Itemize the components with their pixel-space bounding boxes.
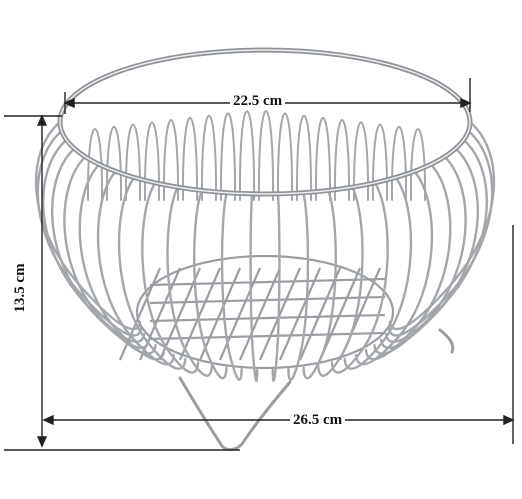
base-grid-wire: [149, 313, 386, 323]
base-grid-wire: [118, 267, 162, 361]
base-ring: [135, 254, 395, 370]
wire-arch: [352, 121, 370, 201]
base-grid-wire: [149, 277, 386, 287]
base-grid-wire: [149, 295, 386, 305]
wire-rib: [387, 129, 494, 337]
base-grid-wire: [258, 267, 302, 361]
top-diameter-label: 22.5 cm: [230, 92, 286, 110]
base-grid-wire: [178, 267, 222, 361]
wire-arch: [257, 110, 275, 201]
wire-arch: [181, 116, 199, 201]
basket-top-rim-highlight: [59, 49, 471, 195]
basket-top-rim: [57, 47, 473, 197]
wire-arch: [333, 119, 351, 201]
wire-rib: [63, 155, 157, 355]
wire-rib: [287, 191, 310, 381]
wire-rib: [373, 155, 467, 355]
wire-arch: [238, 110, 256, 201]
wire-rib: [302, 189, 337, 380]
wire-rib: [249, 192, 259, 382]
wire-rib: [343, 176, 413, 370]
height-label: 13.5 cm: [11, 260, 29, 316]
basket-stand-legs: [178, 328, 455, 452]
base-grid-wire: [149, 331, 386, 341]
wire-rib: [364, 163, 452, 361]
wire-rib: [117, 176, 187, 370]
base-grid-wire: [298, 267, 342, 361]
wire-rib: [34, 120, 142, 331]
wire-arch: [219, 112, 237, 201]
wire-rib: [384, 138, 488, 343]
wire-arch: [162, 119, 180, 201]
wire-arch: [314, 116, 332, 201]
wire-arch: [124, 123, 142, 201]
wire-rib: [317, 185, 364, 377]
wire-arch: [409, 128, 427, 201]
wire-arch: [371, 123, 389, 201]
dimension-lines: [4, 78, 515, 451]
base-grid-wire: [238, 267, 282, 361]
wire-rib: [220, 191, 243, 381]
basket-wire-ribs: [34, 110, 496, 382]
basket-base-grid: [118, 254, 395, 370]
wire-arch: [200, 114, 218, 201]
wire-rib: [96, 170, 176, 366]
wire-arch: [390, 126, 408, 201]
wire-rib: [271, 192, 281, 382]
wire-rib: [141, 181, 200, 374]
wire-rib: [193, 189, 228, 380]
wire-arch: [86, 128, 104, 201]
wire-rib: [330, 181, 389, 374]
wire-arch: [105, 126, 123, 201]
wire-rib: [166, 185, 213, 377]
wire-arch: [295, 114, 313, 201]
wire-rib: [51, 147, 150, 349]
base-grid-wire: [278, 267, 322, 361]
base-width-label: 26.5 cm: [290, 411, 346, 429]
wire-rib: [388, 120, 496, 331]
wire-arch: [143, 121, 161, 201]
wire-arch: [276, 112, 294, 201]
